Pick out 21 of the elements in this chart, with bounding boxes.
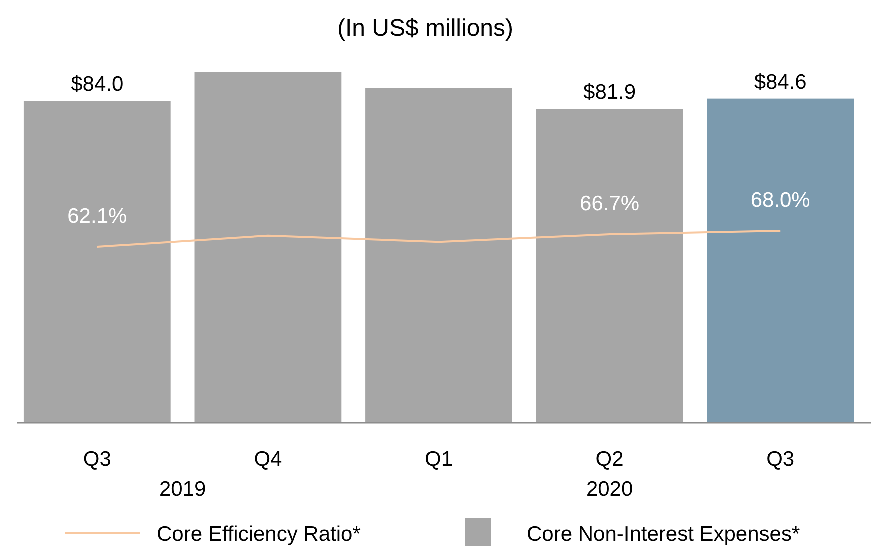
x-tick-label: Q3 bbox=[83, 448, 112, 471]
bar bbox=[24, 101, 171, 423]
text: 2020 bbox=[586, 478, 634, 501]
data-label: 68.0% bbox=[750, 189, 810, 212]
bar bbox=[194, 72, 342, 423]
bar bbox=[536, 109, 684, 423]
text: 2019 bbox=[159, 478, 206, 501]
data-label: 66.7% bbox=[580, 192, 640, 216]
data-label: $84.0 bbox=[71, 73, 124, 96]
data-label: 62.1% bbox=[68, 205, 128, 228]
data-label: $84.6 bbox=[754, 70, 807, 94]
data-label: $81.9 bbox=[584, 81, 636, 104]
x-tick-label: Q2 bbox=[596, 448, 624, 471]
x-tick-label: Q4 bbox=[254, 448, 283, 471]
x-tick-label: Q1 bbox=[424, 448, 454, 471]
bar bbox=[707, 98, 854, 423]
x-tick-label: Q3 bbox=[766, 448, 795, 471]
legend-label: Core Efficiency Ratio* bbox=[157, 523, 361, 546]
chart-title: (In US$ millions) bbox=[337, 15, 514, 42]
bar bbox=[366, 88, 512, 423]
legend-label: Core Non-Interest Expenses* bbox=[527, 523, 800, 546]
